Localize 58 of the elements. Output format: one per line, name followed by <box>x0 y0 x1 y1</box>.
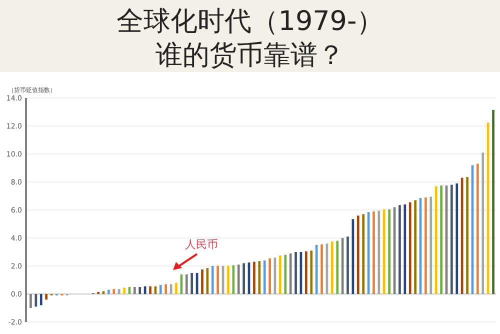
bar <box>310 250 313 294</box>
annotation: 人民币 <box>185 238 218 251</box>
bar <box>175 282 178 294</box>
bar <box>258 261 261 294</box>
bar <box>159 284 162 294</box>
bar <box>482 152 484 294</box>
bar <box>372 211 375 294</box>
bar <box>138 287 142 294</box>
bar <box>242 263 245 294</box>
bar <box>289 253 292 294</box>
bar <box>382 209 386 294</box>
bar <box>253 262 256 294</box>
bar <box>149 286 152 294</box>
bar <box>164 284 168 294</box>
bar <box>346 236 349 294</box>
bar <box>460 178 464 294</box>
bar <box>30 294 32 308</box>
bar <box>227 266 230 294</box>
bar <box>408 202 412 294</box>
bar <box>388 209 390 294</box>
bar <box>362 214 365 294</box>
bar <box>123 288 126 294</box>
bar <box>211 266 214 294</box>
bar <box>430 196 432 294</box>
bar <box>450 184 453 294</box>
bar <box>476 164 479 294</box>
bar <box>398 205 401 294</box>
bar <box>45 294 48 300</box>
bar <box>102 291 105 294</box>
bar <box>185 274 188 294</box>
bar <box>440 186 442 294</box>
bar <box>330 242 334 294</box>
bar <box>263 260 266 294</box>
bar <box>216 266 219 294</box>
bar <box>320 244 323 294</box>
bar <box>232 265 235 294</box>
bar <box>434 186 438 294</box>
chart-subtitle: 谁的货币靠谱？ <box>156 40 344 71</box>
bar <box>279 256 282 294</box>
bar <box>294 252 297 294</box>
bar <box>112 289 116 294</box>
bar <box>492 110 494 294</box>
bar <box>190 273 194 294</box>
bar <box>466 177 468 294</box>
bar <box>284 254 287 294</box>
bar <box>268 258 271 294</box>
bar <box>40 294 42 306</box>
bar <box>237 264 240 294</box>
bar <box>424 197 427 294</box>
bar <box>201 270 204 294</box>
bar <box>134 287 136 294</box>
bar <box>414 200 416 294</box>
bar <box>456 183 458 294</box>
bar <box>336 240 339 294</box>
bar <box>305 251 308 294</box>
bar <box>108 290 110 294</box>
bar <box>356 216 360 294</box>
chart-title: 全球化时代（1979-） <box>116 6 384 37</box>
